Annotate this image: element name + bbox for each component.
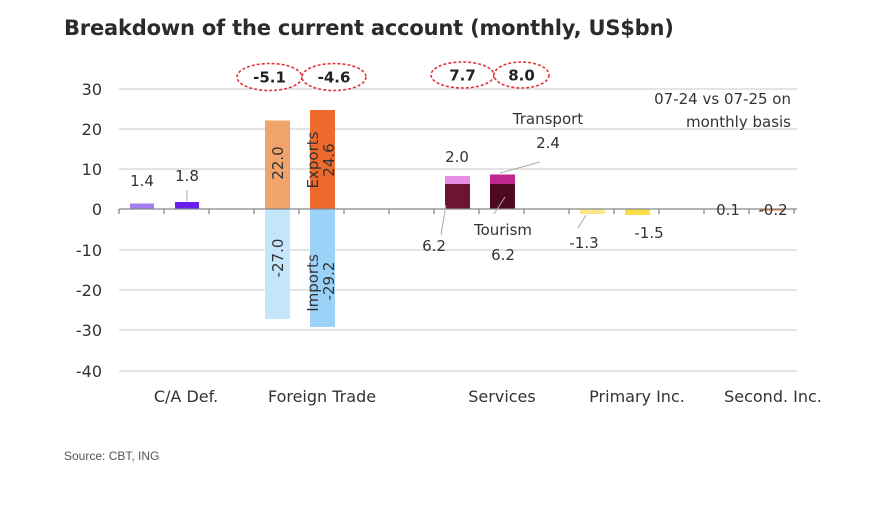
leader-lines (186, 161, 587, 236)
annotation-line2: monthly basis (686, 113, 791, 131)
label-transport-name: Transport (512, 110, 584, 128)
bar-transport-2025 (490, 174, 515, 184)
y-tick: 20 (82, 120, 102, 139)
circled-value: 8.0 (508, 67, 535, 85)
source-note: Source: CBT, ING (64, 449, 160, 463)
bar-ca-2024 (130, 203, 154, 209)
y-tick: 30 (82, 80, 102, 99)
label-exports-2024: 22.0 (269, 146, 287, 179)
y-tick: -20 (76, 281, 102, 300)
label-tourism-2025: 6.2 (491, 246, 515, 264)
category-label: Services (468, 387, 535, 406)
label-imports-2024: -27.0 (269, 239, 287, 278)
category-label: Primary Inc. (589, 387, 685, 406)
y-tick: 10 (82, 160, 102, 179)
label-secondary-2025: -0.2 (758, 201, 787, 219)
label-ca-2025: 1.8 (175, 167, 199, 185)
label-transport-2024: 2.0 (445, 148, 469, 166)
annotation-line1: 07-24 vs 07-25 on (654, 90, 791, 108)
y-tick: 0 (92, 200, 102, 219)
y-tick: -40 (76, 362, 102, 381)
bar-tourism-2025 (490, 184, 515, 209)
label-imports-2025: -29.2 (320, 262, 338, 301)
x-axis-labels: C/A Def. Foreign Trade Services Primary … (154, 387, 822, 406)
bar-imports-2024 (265, 209, 290, 319)
circled-value: -5.1 (253, 69, 286, 87)
category-label: C/A Def. (154, 387, 218, 406)
bar-secondary-2025 (760, 209, 785, 211)
label-imports-name: Imports (304, 254, 322, 312)
bar-transport-2024 (445, 176, 470, 184)
bar-primary-2025 (625, 209, 650, 215)
label-ca-2024: 1.4 (130, 172, 154, 190)
bar-imports-2025 (310, 209, 335, 327)
x-axis (118, 208, 797, 214)
circled-values (236, 61, 550, 92)
label-exports-2025: 24.6 (320, 143, 338, 176)
label-primary-2024: -1.3 (569, 234, 598, 252)
label-tourism-2024: 6.2 (422, 237, 446, 255)
bar-tourism-2024 (445, 184, 470, 209)
y-tick: -10 (76, 241, 102, 260)
label-primary-2025: -1.5 (634, 224, 663, 242)
y-axis-labels: 30 20 10 0 -10 -20 -30 -40 (76, 80, 102, 381)
y-tick: -30 (76, 321, 102, 340)
bar-exports-2025 (310, 110, 335, 209)
label-transport-2025: 2.4 (536, 134, 560, 152)
circled-value: -4.6 (318, 69, 351, 87)
bar-exports-2024 (265, 120, 290, 209)
category-label: Foreign Trade (268, 387, 376, 406)
bar-ca-2025 (175, 202, 199, 209)
label-secondary-2024: 0.1 (716, 201, 740, 219)
label-exports-name: Exports (304, 131, 322, 188)
bar-primary-2024 (580, 209, 605, 214)
chart-title: Breakdown of the current account (monthl… (64, 16, 674, 40)
category-label: Second. Inc. (724, 387, 822, 406)
circled-value: 7.7 (449, 67, 476, 85)
gridlines (119, 88, 797, 372)
label-tourism-name: Tourism (473, 221, 532, 239)
